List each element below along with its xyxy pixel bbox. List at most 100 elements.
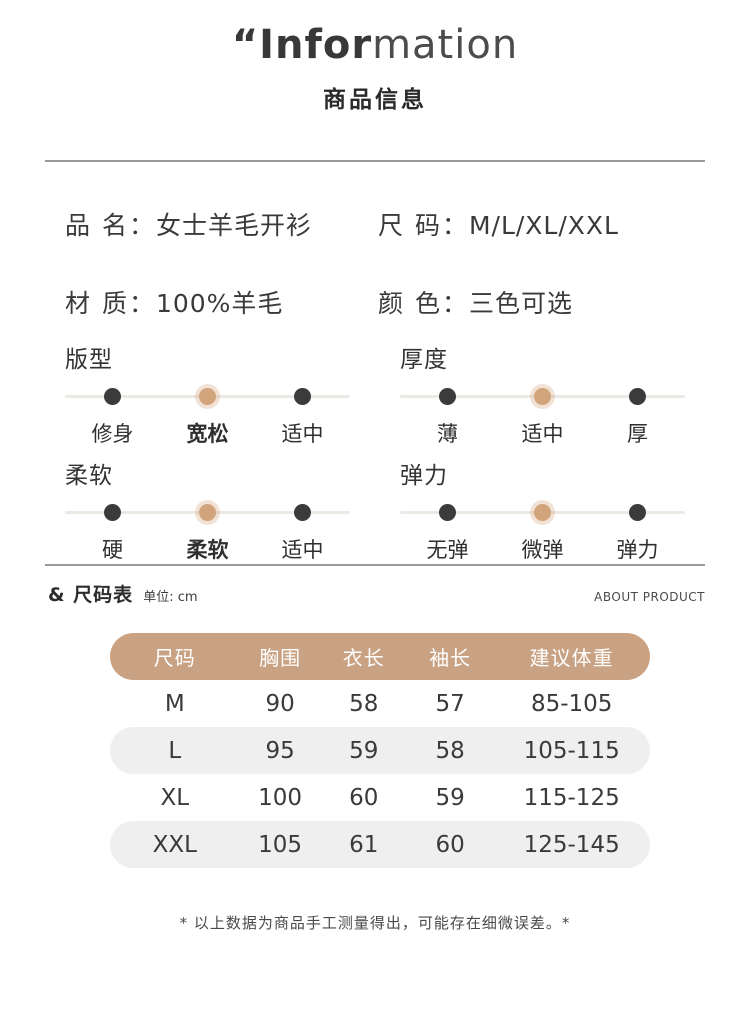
table-header-cell: 衣长: [342, 646, 385, 670]
scale-dot-icon: [629, 504, 646, 521]
scale-stop: 适中: [255, 504, 350, 562]
table-header-cell: 胸围: [259, 646, 302, 670]
table-cell: 57: [435, 690, 465, 717]
scale-stop: 硬: [65, 504, 160, 562]
table-cell: XL: [160, 784, 190, 811]
scale-stop: 适中: [495, 388, 590, 446]
table-row: XXL 105 61 60 125-145: [110, 821, 650, 868]
info-item-color: 颜 色：三色可选: [378, 284, 710, 320]
scale-option-label: 适中: [281, 538, 324, 562]
size-chart-header: & 尺码表 单位: cm ABOUT PRODUCT: [48, 580, 705, 607]
page-title-bold: “Infor: [231, 22, 373, 68]
table-cell: 105: [258, 831, 303, 858]
scale-stop: 薄: [400, 388, 495, 446]
product-info: 品 名：女士羊毛开衫 尺 码：M/L/XL/XXL 材 质：100%羊毛 颜 色…: [65, 206, 710, 320]
info-value: M/L/XL/XXL: [468, 211, 619, 240]
scale-thickness: 厚度 薄 适中 厚: [400, 340, 685, 446]
page-title: “Information: [0, 24, 750, 66]
scale-option-label: 硬: [102, 538, 123, 562]
scale-stop: 厚: [590, 388, 685, 446]
page-title-light: mation: [372, 22, 519, 68]
about-product-label: ABOUT PRODUCT: [594, 590, 705, 604]
table-cell: 85-105: [530, 690, 613, 717]
table-cell: 59: [435, 784, 465, 811]
table-cell: 59: [349, 737, 379, 764]
info-value: 100%羊毛: [155, 289, 284, 318]
table-cell: 100: [258, 784, 303, 811]
table-row: L 95 59 58 105-115: [110, 727, 650, 774]
table-cell: 115-125: [523, 784, 620, 811]
table-cell: 60: [349, 784, 379, 811]
scale-dot-icon: [534, 388, 551, 405]
scale-elasticity: 弹力 无弹 微弹 弹力: [400, 456, 685, 562]
scale-track: 硬 柔软 适中: [65, 504, 350, 562]
scale-dot-icon: [104, 504, 121, 521]
table-cell: 58: [349, 690, 379, 717]
table-cell: 90: [265, 690, 295, 717]
scale-stop: 修身: [65, 388, 160, 446]
scale-stop: 微弹: [495, 504, 590, 562]
scale-dot-icon: [104, 388, 121, 405]
scale-dot-icon: [439, 388, 456, 405]
scale-title: 柔软: [65, 463, 113, 489]
scale-dot-icon: [439, 504, 456, 521]
info-value: 女士羊毛开衫: [155, 211, 312, 240]
scale-dot-icon: [199, 388, 216, 405]
scale-stop: 柔软: [160, 504, 255, 562]
info-label: 尺 码：: [378, 211, 469, 240]
page-subtitle: 商品信息: [323, 87, 427, 113]
table-cell: 125-145: [523, 831, 620, 858]
table-cell: M: [164, 690, 185, 717]
table-body: M 90 58 57 85-105 L 95 59 58 105-115 XL …: [110, 680, 650, 868]
scale-option-label: 薄: [437, 422, 458, 446]
scale-dot-icon: [294, 388, 311, 405]
scale-dot-icon: [534, 504, 551, 521]
scale-track: 无弹 微弹 弹力: [400, 504, 685, 562]
scale-title: 厚度: [400, 347, 448, 373]
table-cell: L: [168, 737, 182, 764]
scale-dot-icon: [629, 388, 646, 405]
scale-option-label: 宽松: [186, 422, 229, 446]
table-cell: 60: [435, 831, 465, 858]
scale-option-label: 弹力: [616, 538, 659, 562]
size-chart-title: & 尺码表: [48, 584, 134, 606]
scale-title: 版型: [65, 347, 113, 373]
scale-fit: 版型 修身 宽松 适中: [65, 340, 350, 446]
table-header-cell: 袖长: [429, 646, 472, 670]
scale-stop: 宽松: [160, 388, 255, 446]
page-header: “Information 商品信息: [0, 0, 750, 114]
scale-track: 薄 适中 厚: [400, 388, 685, 446]
scale-option-label: 适中: [281, 422, 324, 446]
scale-option-label: 修身: [91, 422, 134, 446]
table-cell: XXL: [152, 831, 197, 858]
scale-stop: 适中: [255, 388, 350, 446]
top-divider: [45, 160, 705, 162]
scale-stop: 弹力: [590, 504, 685, 562]
scale-dot-icon: [294, 504, 311, 521]
info-item-name: 品 名：女士羊毛开衫: [65, 206, 378, 242]
scale-option-label: 无弹: [426, 538, 469, 562]
scale-option-label: 柔软: [186, 538, 229, 562]
info-label: 材 质：: [65, 289, 156, 318]
section-divider: [45, 564, 705, 566]
table-header-cell: 建议体重: [529, 646, 614, 670]
table-row: M 90 58 57 85-105: [110, 680, 650, 727]
table-header-cell: 尺码: [153, 646, 196, 670]
table-header-row: 尺码 胸围 衣长 袖长 建议体重: [110, 633, 650, 680]
table-cell: 105-115: [523, 737, 620, 764]
scale-option-label: 微弹: [521, 538, 564, 562]
table-cell: 95: [265, 737, 295, 764]
info-value: 三色可选: [468, 289, 573, 318]
info-label: 品 名：: [65, 211, 156, 240]
table-cell: 61: [349, 831, 379, 858]
measurement-disclaimer: * 以上数据为商品手工测量得出，可能存在细微误差。*: [179, 914, 571, 932]
scale-title: 弹力: [400, 463, 448, 489]
info-item-material: 材 质：100%羊毛: [65, 284, 378, 320]
scale-stop: 无弹: [400, 504, 495, 562]
scale-track: 修身 宽松 适中: [65, 388, 350, 446]
scale-dot-icon: [199, 504, 216, 521]
scale-softness: 柔软 硬 柔软 适中: [65, 456, 350, 562]
table-row: XL 100 60 59 115-125: [110, 774, 650, 821]
info-item-size: 尺 码：M/L/XL/XXL: [378, 206, 710, 242]
attribute-scales: 版型 修身 宽松 适中 厚度 薄 适中 厚 柔软 硬 柔软 适中 弹力 无弹 微…: [65, 340, 700, 562]
